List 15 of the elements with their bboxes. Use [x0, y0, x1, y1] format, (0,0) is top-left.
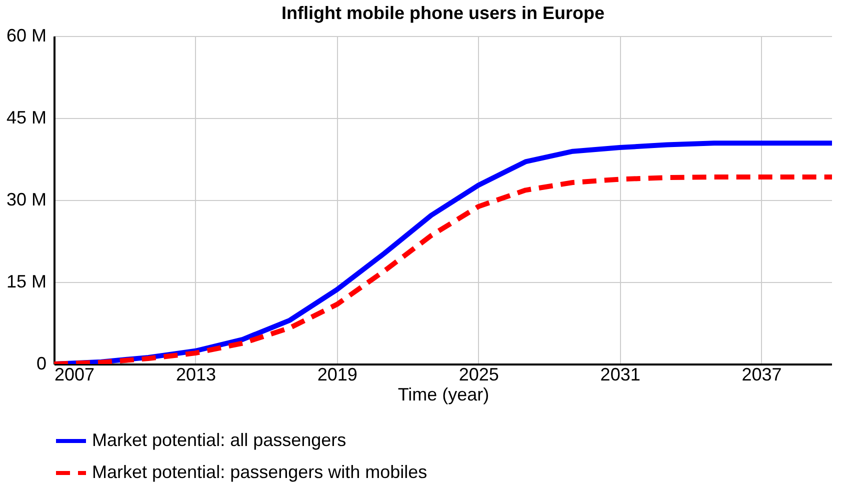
y-tick-label: 60 M [6, 26, 46, 46]
y-tick-label: 15 M [6, 272, 46, 292]
x-tick-label: 2007 [54, 364, 95, 384]
chart-title: Inflight mobile phone users in Europe [281, 3, 605, 23]
x-tick-label: 2019 [317, 364, 358, 384]
legend-label: Market potential: passengers with mobiles [92, 462, 428, 482]
x-axis-title: Time (year) [398, 384, 490, 404]
x-tick-label: 2031 [600, 364, 640, 384]
x-tick-label: 2037 [742, 364, 782, 384]
y-tick-label: 45 M [6, 108, 46, 128]
x-tick-label: 2025 [458, 364, 499, 384]
y-tick-label: 30 M [6, 190, 46, 210]
y-tick-label: 0 [36, 354, 46, 374]
legend-label: Market potential: all passengers [92, 430, 346, 450]
x-tick-label: 2013 [176, 364, 216, 384]
